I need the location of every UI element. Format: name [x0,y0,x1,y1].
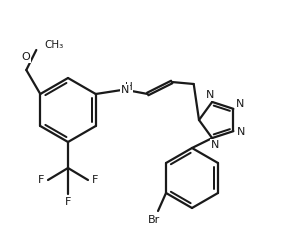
Text: N: N [237,127,246,137]
Text: F: F [65,197,71,207]
Text: H: H [125,82,133,92]
Text: CH₃: CH₃ [44,40,63,50]
Text: N: N [206,90,214,100]
Text: F: F [92,175,98,185]
Text: O: O [21,52,30,62]
Text: F: F [38,175,44,185]
Text: N: N [120,85,129,95]
Text: Br: Br [148,215,160,225]
Text: N: N [236,99,245,109]
Text: N: N [211,140,219,150]
